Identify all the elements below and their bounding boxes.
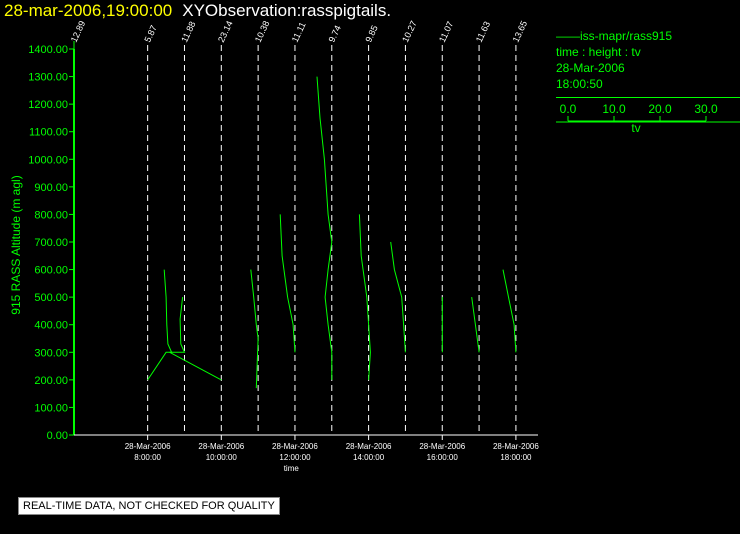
x-tick-time: 8:00:00 [134, 453, 161, 462]
profile-trace [316, 76, 333, 380]
profile-value-label: 5.87 [142, 24, 158, 44]
profile-marker-lines [147, 45, 517, 435]
y-tick-label: 1200.00 [28, 99, 68, 111]
axes [69, 41, 538, 440]
y-tick-label: 1300.00 [28, 72, 68, 84]
legend-line1: time : height : tv [556, 45, 641, 59]
legend-scale-label: tv [631, 121, 640, 134]
chart-title: 28-mar-2006,19:00:00 XYObservation:rasspi… [4, 1, 391, 21]
y-tick-label: 1000.00 [28, 154, 68, 166]
legend-scale-tick-label: 0.0 [560, 102, 577, 116]
x-tick-time: 10:00:00 [206, 453, 238, 462]
quality-disclaimer: REAL-TIME DATA, NOT CHECKED FOR QUALITY [18, 497, 280, 515]
y-tick-label: 0.00 [47, 430, 68, 442]
x-tick-time: 18:00:00 [500, 453, 532, 462]
profile-trace [279, 214, 296, 353]
legend-separator [556, 97, 740, 98]
legend-scale-tick-label: 30.0 [694, 102, 718, 116]
y-tick-label: 1400.00 [28, 44, 68, 56]
profile-value-label: 11.88 [179, 20, 197, 44]
profile-trace [358, 214, 371, 380]
profile-value-label: 11.11 [290, 20, 308, 43]
y-tick-label: 600.00 [34, 265, 68, 277]
y-tick-label: 400.00 [34, 320, 68, 332]
legend-color-scale: 0.0 10.0 20.0 30.0 tv [556, 102, 740, 135]
y-axis-title: 915 RASS Altitude (m agl) [9, 175, 23, 314]
x-tick-date: 28-Mar-2006 [493, 442, 539, 451]
profile-value-label: 23.14 [216, 19, 235, 44]
x-tick-date: 28-Mar-2006 [198, 442, 244, 451]
x-tick-date: 28-Mar-2006 [272, 442, 318, 451]
y-tick-label: 800.00 [34, 209, 68, 221]
y-tick-label: 200.00 [34, 375, 68, 387]
axis-labels: 0.00 100.00 200.00 300.00 400.00 500.00 600.00… [9, 19, 539, 473]
profile-trace [390, 241, 406, 353]
profile-trace [471, 297, 480, 353]
title-timestamp: 28-mar-2006,19:00:00 [4, 1, 173, 20]
y-tick-label: 100.00 [34, 402, 68, 414]
y-tick-label: 900.00 [34, 182, 68, 194]
y-tick-label: 500.00 [34, 292, 68, 304]
x-tick-date: 28-Mar-2006 [125, 442, 171, 451]
legend: ——iss-mapr/rass915 time : height : tv 28… [556, 28, 740, 137]
profile-trace [147, 269, 173, 381]
x-tick-time: 12:00:00 [279, 453, 311, 462]
legend-scale-tick-label: 20.0 [648, 102, 672, 116]
profile-value-label: 11.63 [474, 20, 492, 44]
profile-value-label: 9.85 [363, 24, 379, 44]
profile-value-label: 9.74 [327, 24, 343, 44]
legend-line3: 18:00:50 [556, 77, 603, 91]
profile-value-label: 13.65 [511, 19, 530, 44]
y-tick-label: 1100.00 [29, 127, 68, 139]
profile-value-label: 10.38 [253, 19, 272, 44]
legend-scale-tick-label: 10.0 [602, 102, 626, 116]
profile-trace [250, 269, 259, 389]
legend-series: ——iss-mapr/rass915 [556, 28, 740, 44]
x-tick-date: 28-Mar-2006 [346, 442, 392, 451]
profile-value-label: 10.27 [400, 19, 419, 44]
x-axis-title: time [284, 464, 300, 473]
profile-trace [169, 297, 222, 381]
title-observation-name: XYObservation:rasspigtails. [182, 1, 392, 20]
legend-series-label: iss-mapr/rass915 [580, 29, 673, 43]
x-tick-time: 14:00:00 [353, 453, 385, 462]
y-tick-label: 700.00 [34, 237, 68, 249]
profile-trace [502, 269, 517, 353]
profile-value-label: 12.89 [69, 19, 88, 44]
x-tick-time: 16:00:00 [427, 453, 459, 462]
x-tick-date: 28-Mar-2006 [419, 442, 465, 451]
y-tick-label: 300.00 [34, 347, 68, 359]
profile-value-label: 11.07 [437, 20, 455, 44]
legend-line-swatch: —— [556, 29, 580, 43]
legend-line2: 28-Mar-2006 [556, 61, 625, 75]
